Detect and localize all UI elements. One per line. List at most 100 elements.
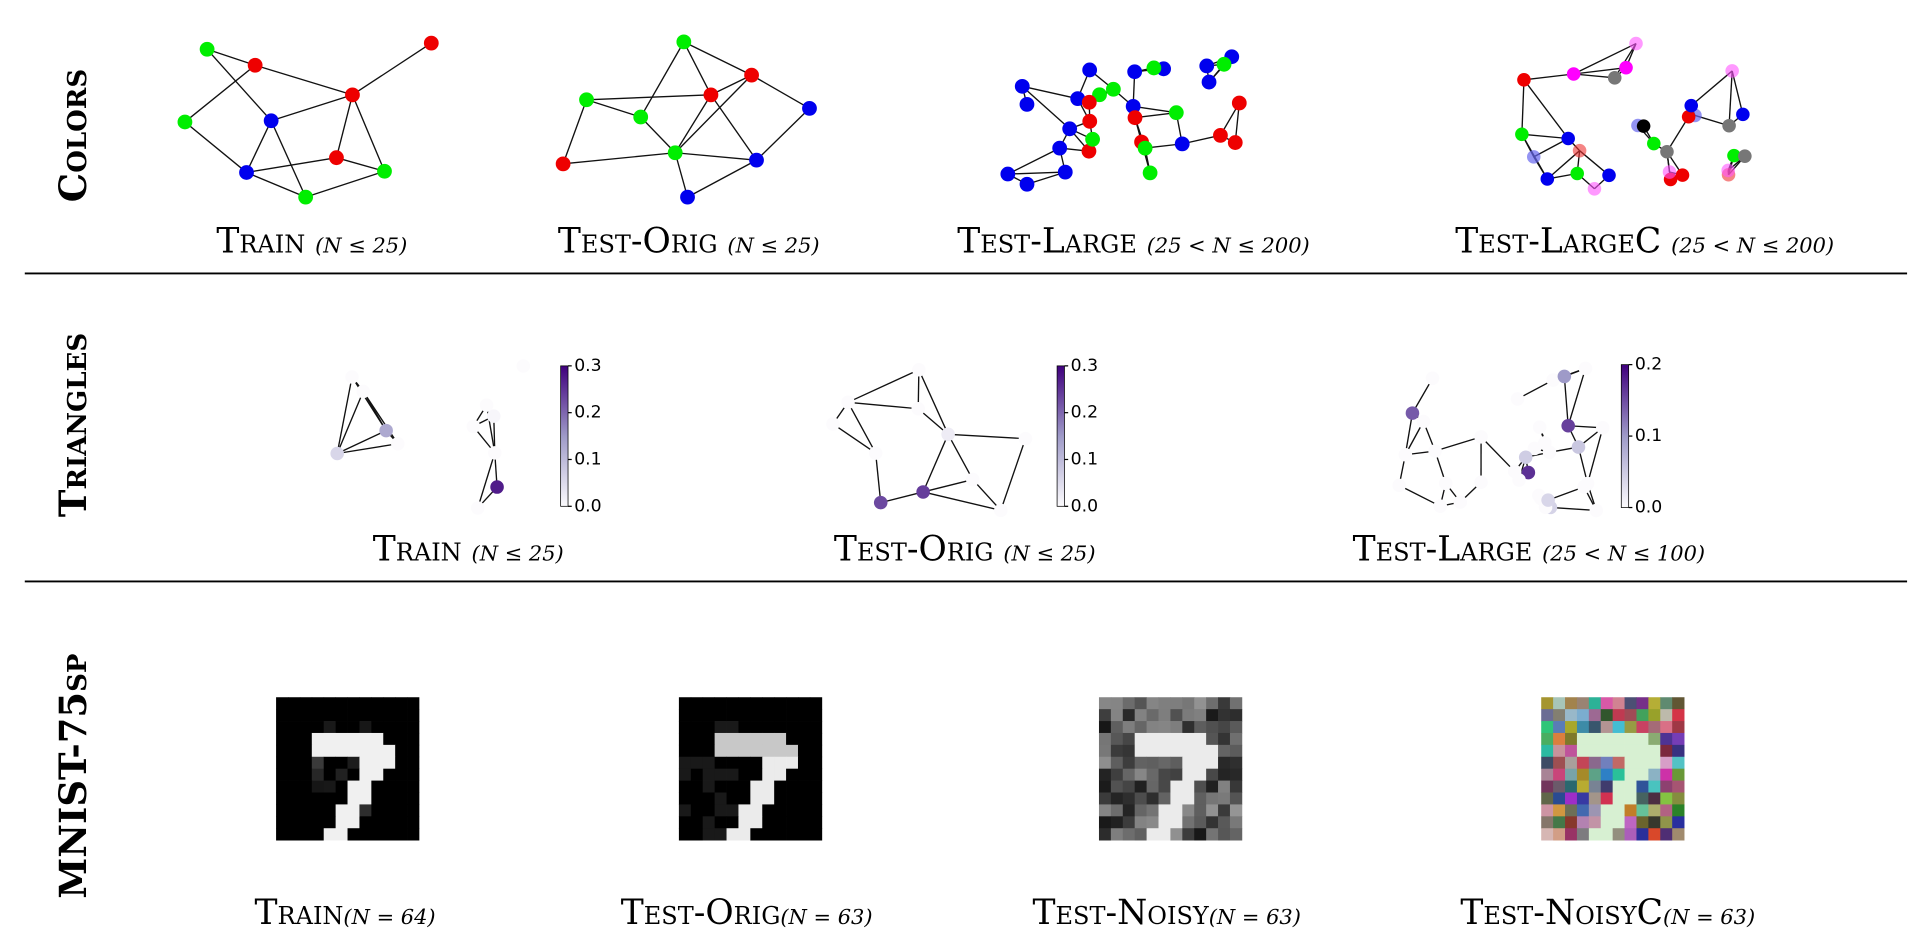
graph-node (1660, 144, 1674, 159)
superpixel (1206, 804, 1219, 817)
graph-node (1019, 176, 1035, 192)
superpixel (750, 804, 763, 817)
superpixel (726, 744, 739, 758)
superpixel (1182, 744, 1195, 758)
superpixel (1636, 721, 1649, 734)
graph-node (1721, 163, 1735, 178)
graph-node (1722, 118, 1736, 133)
superpixel (299, 768, 313, 781)
superpixel (299, 828, 313, 841)
graph-node (1019, 97, 1035, 112)
superpixel (1636, 828, 1649, 841)
superpixel (1648, 780, 1661, 793)
graph-node (1736, 107, 1750, 122)
superpixel (678, 721, 692, 734)
superpixel (1636, 792, 1649, 805)
superpixel (1565, 732, 1578, 746)
superpixel (1229, 816, 1243, 829)
superpixel (1146, 780, 1159, 793)
superpixel (1588, 792, 1602, 805)
superpixel (1636, 709, 1649, 722)
superpixel (1672, 816, 1685, 829)
superpixel (371, 744, 384, 758)
superpixel (1194, 804, 1207, 817)
superpixel (1648, 804, 1661, 817)
superpixel (287, 780, 301, 793)
superpixel (1624, 768, 1637, 781)
superpixel (809, 697, 823, 710)
graph-node (516, 359, 531, 373)
superpixel (395, 709, 408, 722)
superpixel (1576, 732, 1590, 746)
superpixel (786, 804, 799, 817)
graph-node (1541, 493, 1555, 507)
superpixel (347, 709, 360, 722)
superpixel (690, 756, 704, 770)
graph-edge (1728, 70, 1733, 126)
superpixel (1134, 732, 1147, 746)
superpixel (702, 732, 715, 746)
superpixel (1158, 744, 1171, 758)
superpixel (1170, 828, 1183, 841)
graph-node (1474, 475, 1488, 490)
superpixel (359, 768, 372, 781)
colorbar-tick-label: 0.2 (574, 403, 601, 423)
graph-edge (1404, 412, 1414, 455)
superpixel (1541, 709, 1554, 722)
graph-edge (337, 443, 398, 455)
superpixel (311, 756, 325, 770)
superpixel (1146, 768, 1159, 781)
superpixel (690, 792, 704, 805)
superpixel (299, 792, 313, 805)
superpixel (786, 732, 799, 746)
superpixel (347, 697, 360, 710)
superpixel (1110, 804, 1124, 817)
graph-node (1127, 110, 1143, 126)
superpixel (1146, 744, 1159, 758)
superpixel (311, 709, 325, 722)
superpixel (1541, 780, 1554, 793)
panel-name: Train (216, 222, 305, 262)
superpixel (1660, 744, 1673, 758)
superpixel (1672, 744, 1685, 758)
superpixel (1229, 756, 1243, 770)
superpixel (1110, 780, 1124, 793)
superpixel (1206, 721, 1219, 734)
superpixel (1612, 828, 1625, 841)
superpixel (1672, 756, 1685, 770)
graph-node (1727, 148, 1741, 163)
superpixel (383, 816, 396, 829)
graph-node (680, 189, 695, 205)
superpixel (359, 709, 372, 722)
superpixel (797, 780, 811, 793)
superpixel (714, 768, 727, 781)
superpixel (1134, 768, 1147, 781)
colorbar-tick-label: 0.0 (1635, 498, 1662, 518)
graph-edge (1521, 79, 1525, 135)
graph-edge (918, 369, 949, 435)
superpixel (287, 816, 301, 829)
graph-edge (674, 94, 712, 154)
superpixel (383, 697, 396, 710)
superpixel (407, 756, 420, 770)
superpixel (1565, 780, 1578, 793)
graph-node (1082, 62, 1098, 78)
superpixel (1110, 732, 1124, 746)
superpixel (383, 768, 396, 781)
superpixel (1158, 804, 1171, 817)
superpixel (1206, 780, 1219, 793)
graph-node (1512, 473, 1526, 487)
superpixel (690, 804, 704, 817)
graph-node (377, 163, 392, 179)
superpixel (702, 768, 715, 781)
graph-edge (562, 99, 588, 165)
superpixel (1206, 768, 1219, 781)
graph-node (703, 87, 719, 103)
graph-edge (674, 152, 689, 198)
graph-edge (1546, 150, 1581, 180)
graph-node (1587, 182, 1602, 196)
graph-node (1636, 119, 1651, 133)
superpixel (323, 828, 336, 841)
superpixel (750, 744, 763, 758)
